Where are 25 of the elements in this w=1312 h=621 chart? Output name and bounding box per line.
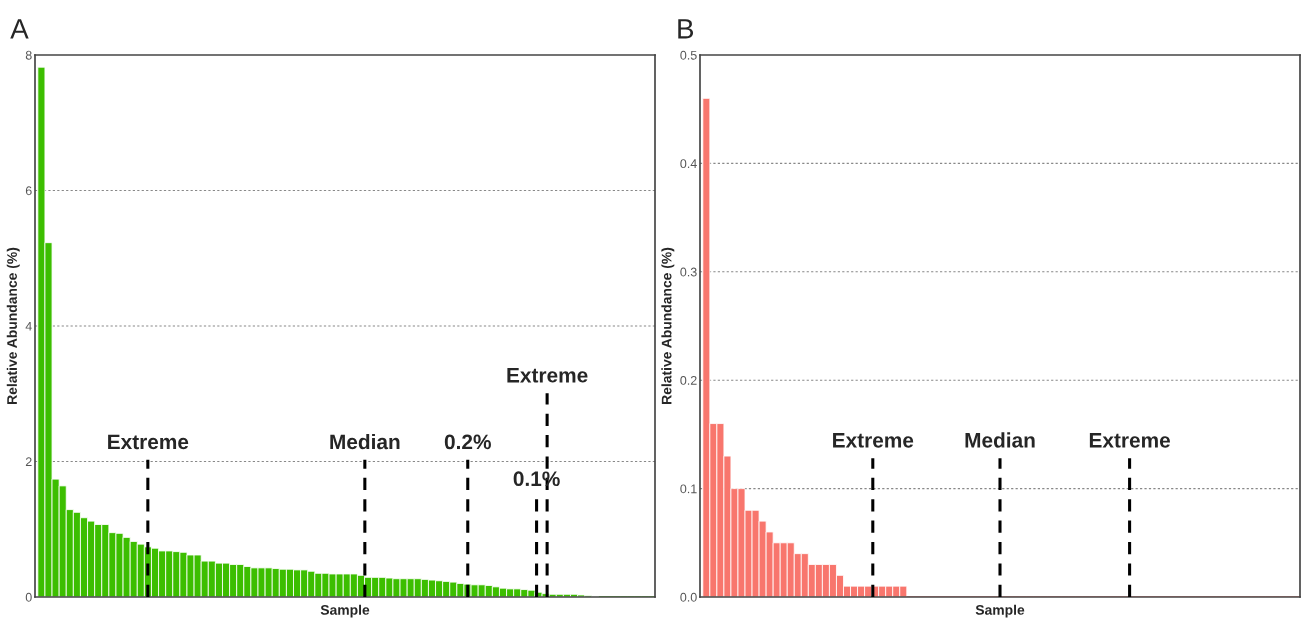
y-tick-label: 0.4: [680, 159, 697, 169]
y-tick-label: 0.0: [680, 592, 697, 602]
y-tick-label: 2: [25, 457, 32, 467]
annotation: Median: [965, 432, 1035, 448]
y-tick-label: 0.3: [680, 267, 697, 277]
y-tick-label: 8: [25, 50, 32, 60]
chart-title: A: [10, 19, 29, 39]
annotation: Median: [330, 433, 400, 450]
y-tick-label: 6: [25, 186, 32, 196]
annotation: Extreme: [833, 433, 914, 448]
y-tick-label: 0: [25, 592, 32, 602]
y-tick-label: 0.2: [680, 376, 697, 385]
y-tick-label: 4: [25, 321, 32, 331]
y-axis-title: Relative Abundance (%): [6, 247, 20, 404]
annotation: Extreme: [1089, 433, 1170, 448]
annotation: Extreme: [108, 434, 189, 450]
annotation: Extreme: [507, 368, 588, 383]
chart-title: B: [678, 19, 694, 39]
annotation: 0.1%: [513, 471, 560, 487]
y-tick-label: 0.1: [680, 484, 697, 494]
x-axis-title: Sample: [975, 604, 1025, 618]
x-axis-title: Sample: [320, 604, 370, 618]
annotation: 0.2%: [444, 434, 491, 450]
y-axis-title: Relative Abundance (%): [661, 247, 675, 404]
y-tick-label: 0.5: [680, 50, 697, 60]
